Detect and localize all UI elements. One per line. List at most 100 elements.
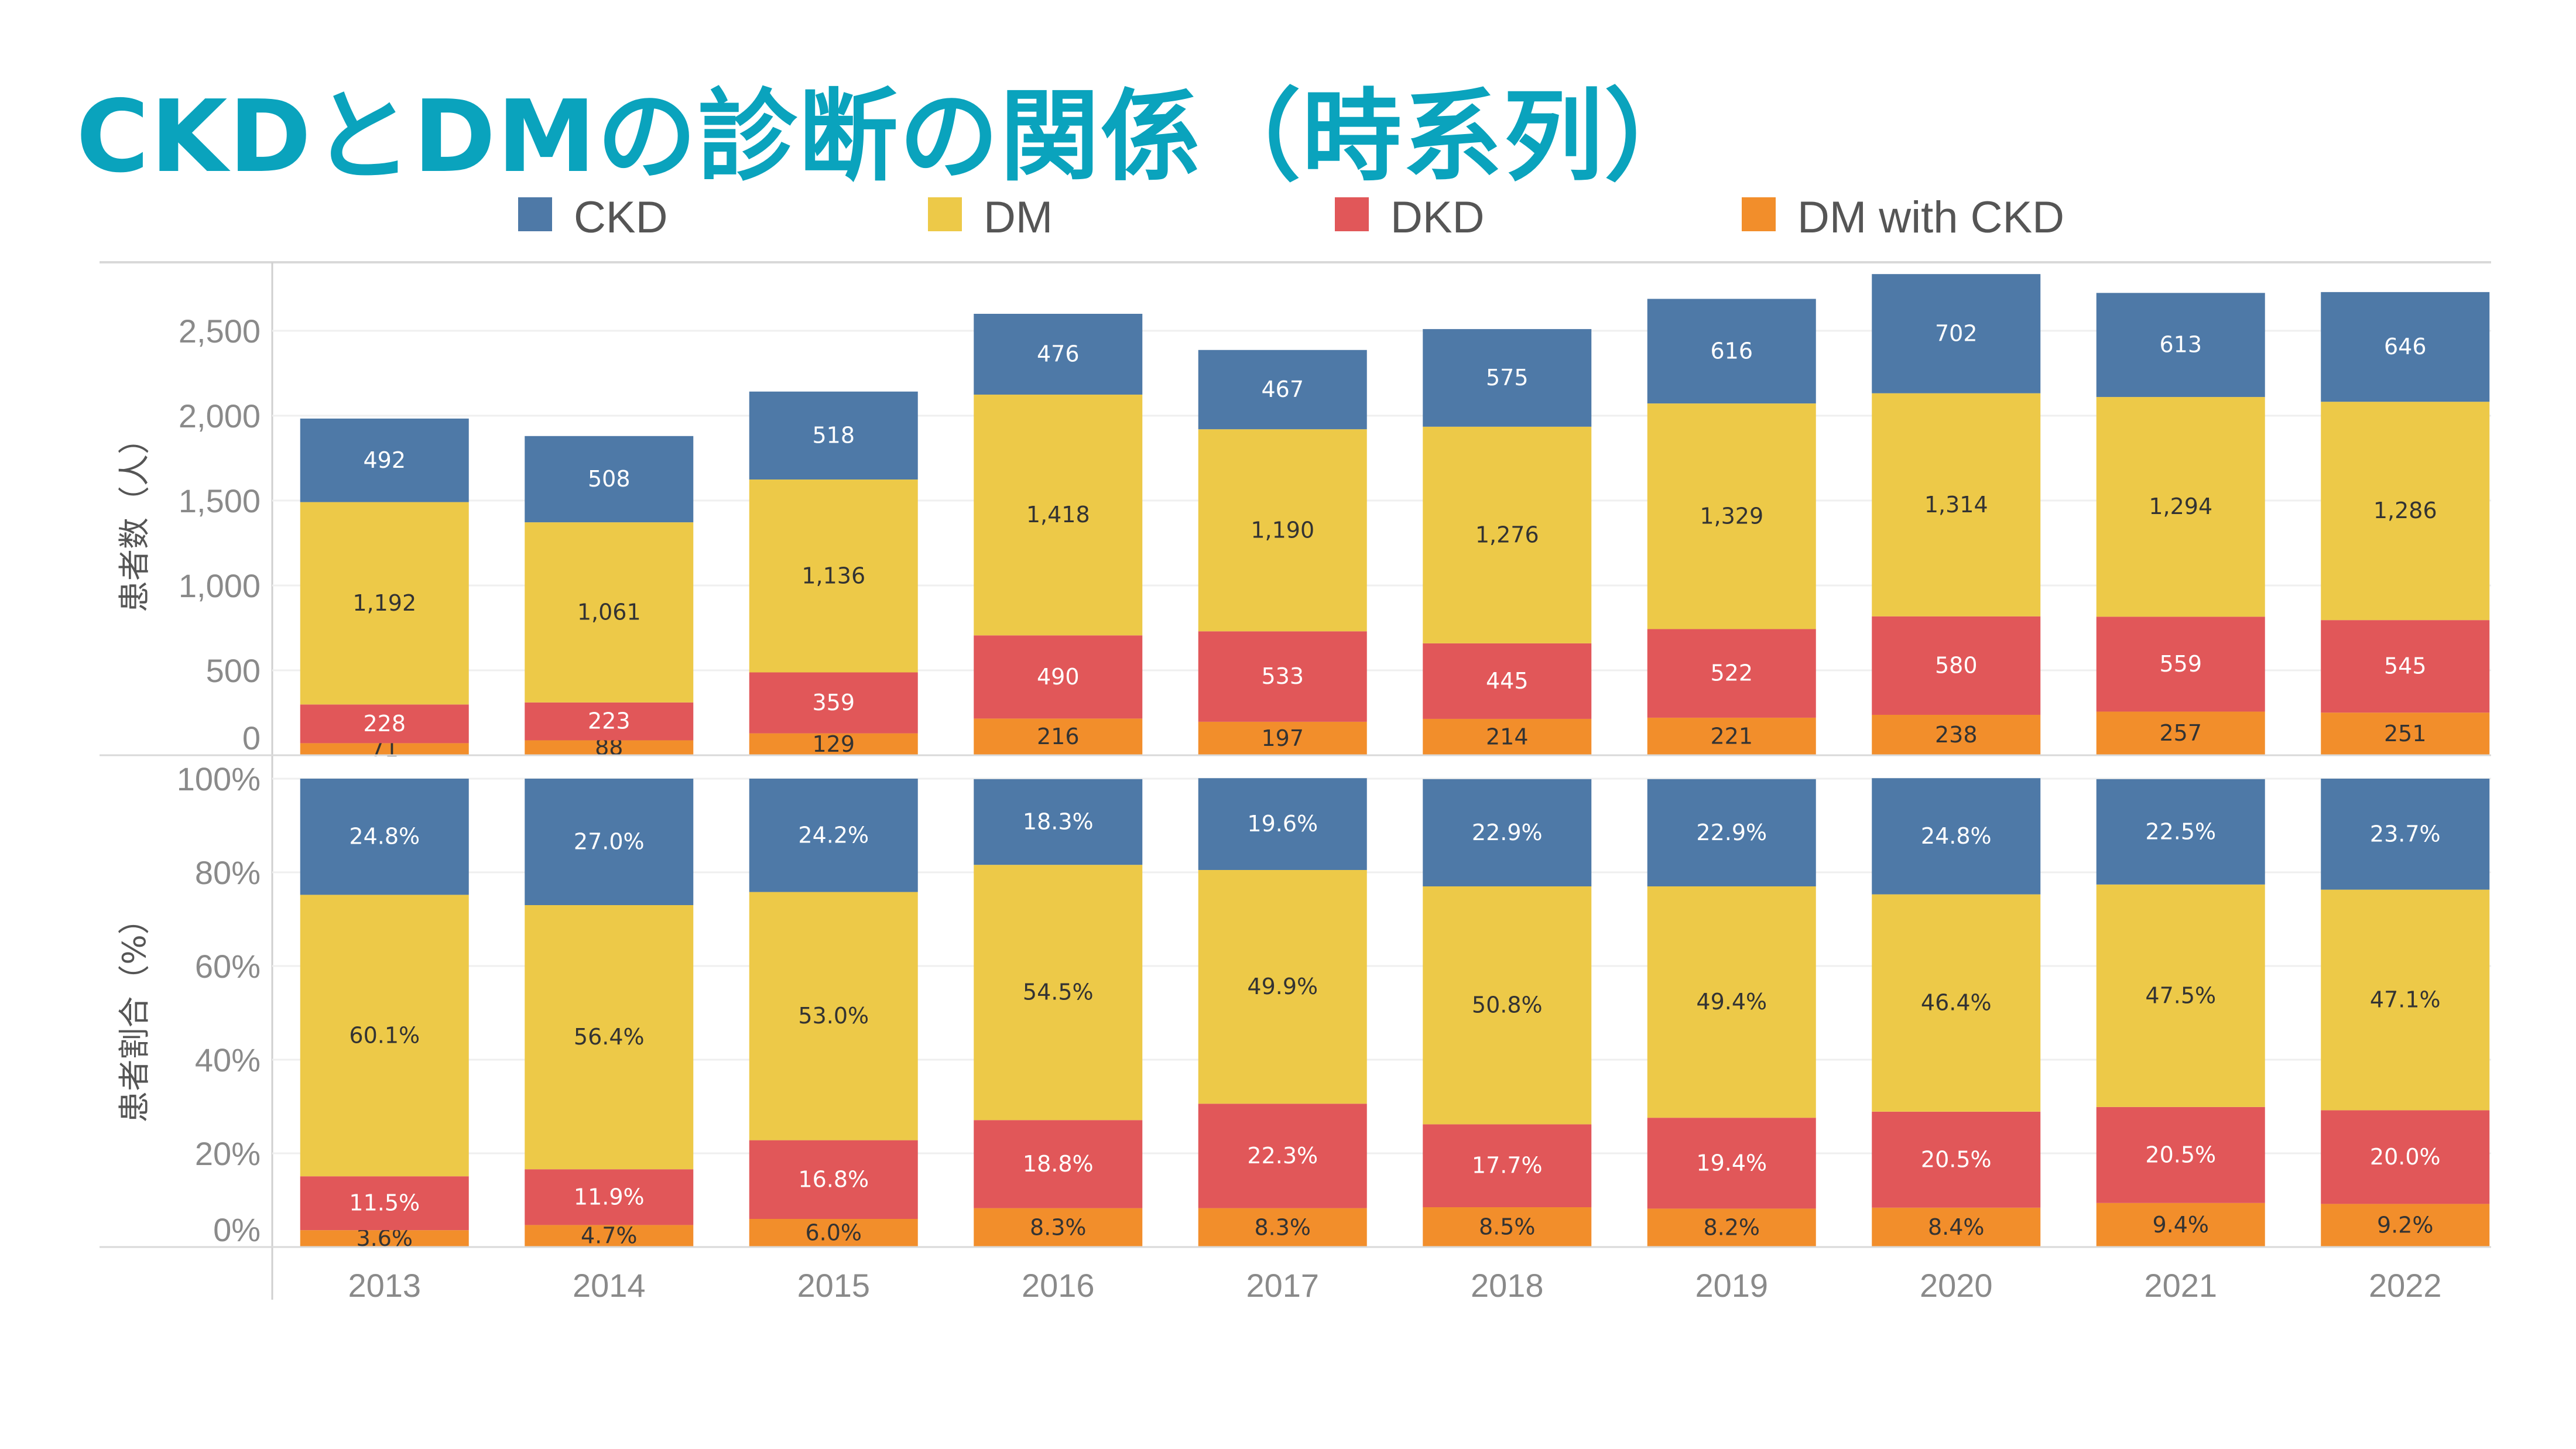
bar-share-dm-with-ckd-2022 [2321, 1204, 2490, 1247]
data-label-count-dkd-2020: 580 [1935, 652, 1978, 678]
bar-share-dkd-2018 [1423, 1124, 1592, 1207]
x-tick-2019: 2019 [1695, 1267, 1768, 1304]
data-label-count-dm-2014: 1,061 [577, 599, 641, 625]
bar-share-dm-2018 [1423, 886, 1592, 1125]
data-label-count-ckd-2014: 508 [588, 466, 631, 492]
bar-share-dkd-2015 [749, 1140, 918, 1219]
data-label-share-dm-2017: 49.9% [1247, 974, 1318, 999]
bar-count-dm-2017 [1198, 429, 1367, 632]
x-tick-2020: 2020 [1920, 1267, 1993, 1304]
bar-share-dm-2021 [2096, 884, 2265, 1107]
data-label-count-dm-with-ckd-2017: 197 [1261, 725, 1304, 751]
bar-share-dm-2019 [1647, 886, 1816, 1118]
x-tick-2013: 2013 [348, 1267, 421, 1304]
bar-count-dm-with-ckd-2015 [749, 733, 918, 755]
bar-share-ckd-2018 [1423, 779, 1592, 886]
legend-swatch-dkd [1335, 197, 1369, 231]
data-label-share-dkd-2019: 19.4% [1696, 1150, 1767, 1176]
data-label-share-dm-with-ckd-2017: 8.3% [1254, 1214, 1311, 1240]
data-label-share-dkd-2016: 18.8% [1023, 1151, 1094, 1177]
bar-count-dm-2013 [300, 502, 469, 705]
data-label-count-dkd-2014: 223 [588, 708, 631, 734]
y-tick-count-2: 1,000 [179, 567, 261, 604]
data-label-count-ckd-2020: 702 [1935, 320, 1978, 346]
y-tick-share-5: 100% [177, 761, 261, 797]
x-tick-2016: 2016 [1022, 1267, 1095, 1304]
legend-label-dm: DM [984, 193, 1053, 242]
bar-count-dm-2021 [2096, 397, 2265, 617]
bar-share-dm-with-ckd-2014 [525, 1225, 694, 1247]
y-tick-share-0: 0% [213, 1211, 261, 1248]
bar-count-ckd-2015 [749, 391, 918, 480]
data-label-count-dm-2015: 1,136 [801, 563, 865, 588]
data-label-count-dm-with-ckd-2022: 251 [2384, 721, 2427, 746]
data-label-share-dm-2020: 46.4% [1921, 990, 1992, 1016]
bar-count-dkd-2020 [1872, 616, 2041, 715]
data-label-share-ckd-2014: 27.0% [574, 829, 645, 855]
bar-share-ckd-2021 [2096, 779, 2265, 885]
bar-count-dm-with-ckd-2020 [1872, 714, 2041, 755]
y-tick-share-4: 80% [195, 854, 261, 891]
bar-share-dkd-2020 [1872, 1111, 2041, 1208]
bar-count-ckd-2016 [974, 314, 1143, 395]
bar-share-dkd-2014 [525, 1169, 694, 1225]
legend-label-ckd: CKD [574, 193, 667, 242]
bar-share-ckd-2020 [1872, 778, 2041, 895]
bar-count-dm-with-ckd-2014 [525, 740, 694, 755]
bar-count-dm-2018 [1423, 426, 1592, 643]
bar-count-dkd-2018 [1423, 643, 1592, 719]
data-label-share-dm-with-ckd-2019: 8.2% [1703, 1215, 1760, 1241]
bar-share-dkd-2021 [2096, 1107, 2265, 1203]
data-label-count-ckd-2022: 646 [2384, 334, 2427, 359]
data-label-share-dm-with-ckd-2016: 8.3% [1030, 1214, 1087, 1240]
data-label-count-ckd-2016: 476 [1037, 341, 1080, 367]
data-label-count-dkd-2016: 490 [1037, 664, 1080, 690]
bar-count-dkd-2016 [974, 635, 1143, 719]
legend-swatch-dm-with-ckd [1742, 197, 1776, 231]
data-label-share-dkd-2021: 20.5% [2145, 1142, 2216, 1167]
bar-share-dm-with-ckd-2021 [2096, 1203, 2265, 1247]
data-label-count-ckd-2021: 613 [2159, 332, 2202, 358]
data-label-count-ckd-2013: 492 [363, 447, 406, 473]
bar-count-dm-2019 [1647, 403, 1816, 629]
x-tick-2018: 2018 [1471, 1267, 1544, 1304]
bar-share-dm-2017 [1198, 870, 1367, 1104]
data-label-count-dm-with-ckd-2020: 238 [1935, 722, 1978, 748]
bar-share-dkd-2022 [2321, 1110, 2490, 1204]
y-tick-share-2: 40% [195, 1042, 261, 1078]
bar-share-dkd-2016 [974, 1120, 1143, 1208]
bar-count-ckd-2021 [2096, 293, 2265, 398]
bar-share-dm-2020 [1872, 894, 2041, 1112]
bar-count-dkd-2015 [749, 672, 918, 734]
data-label-count-dkd-2017: 533 [1261, 663, 1304, 689]
bar-count-dm-2014 [525, 522, 694, 703]
data-label-share-dkd-2018: 17.7% [1472, 1153, 1543, 1179]
bar-share-ckd-2017 [1198, 778, 1367, 870]
data-label-share-dkd-2014: 11.9% [574, 1184, 645, 1210]
bar-share-ckd-2013 [300, 779, 469, 895]
data-label-share-dm-2014: 56.4% [574, 1024, 645, 1050]
y-tick-share-1: 20% [195, 1135, 261, 1172]
x-tick-2015: 2015 [797, 1267, 870, 1304]
bar-count-dm-2015 [749, 479, 918, 673]
data-label-share-ckd-2018: 22.9% [1472, 820, 1543, 845]
data-label-count-dm-with-ckd-2015: 129 [812, 731, 855, 757]
data-label-share-dkd-2022: 20.0% [2370, 1144, 2441, 1170]
data-label-share-ckd-2017: 19.6% [1247, 811, 1318, 837]
data-label-count-dkd-2021: 559 [2159, 651, 2202, 677]
bar-share-dm-with-ckd-2019 [1647, 1208, 1816, 1247]
data-label-count-dm-with-ckd-2021: 257 [2159, 720, 2202, 746]
data-label-count-ckd-2019: 616 [1710, 338, 1753, 364]
data-label-count-dkd-2018: 445 [1486, 668, 1529, 694]
y-tick-share-3: 60% [195, 948, 261, 985]
data-label-count-dkd-2015: 359 [812, 690, 855, 715]
bar-count-dkd-2021 [2096, 616, 2265, 712]
y-tick-count-4: 2,000 [179, 398, 261, 434]
bar-share-dm-with-ckd-2016 [974, 1208, 1143, 1247]
data-label-share-dm-with-ckd-2018: 8.5% [1479, 1214, 1536, 1240]
bar-share-ckd-2019 [1647, 779, 1816, 886]
bar-share-dm-2014 [525, 905, 694, 1170]
page-title: CKDとDMの診断の関係（時系列） [76, 79, 1705, 195]
data-label-count-dm-2020: 1,314 [1924, 492, 1988, 518]
